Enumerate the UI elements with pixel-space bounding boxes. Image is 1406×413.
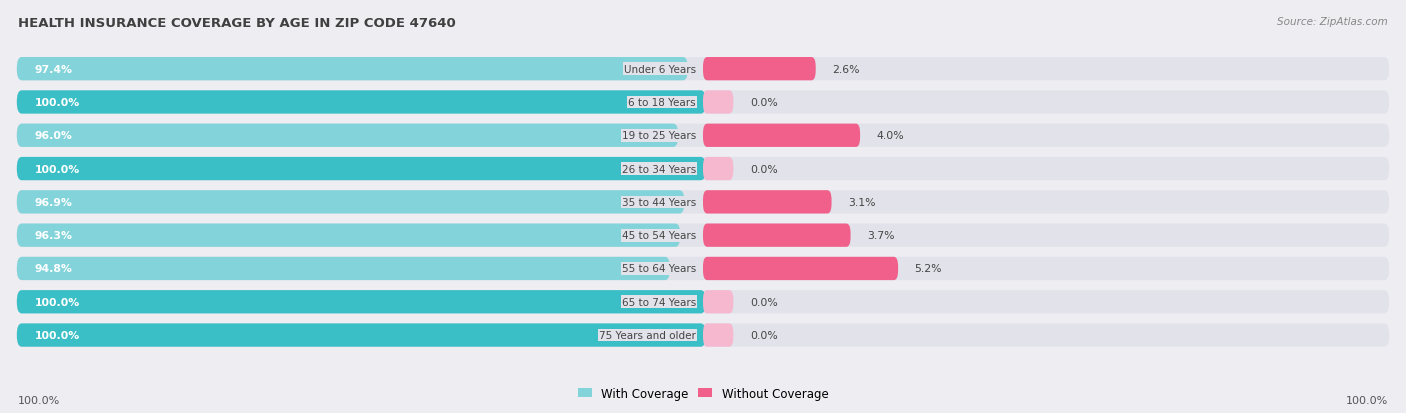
Text: 45 to 54 Years: 45 to 54 Years (621, 230, 696, 241)
FancyBboxPatch shape (17, 324, 1389, 347)
FancyBboxPatch shape (17, 191, 1389, 214)
Text: 75 Years and older: 75 Years and older (599, 330, 696, 340)
Text: 100.0%: 100.0% (1346, 395, 1388, 405)
Text: Source: ZipAtlas.com: Source: ZipAtlas.com (1277, 17, 1388, 26)
Text: 100.0%: 100.0% (18, 395, 60, 405)
FancyBboxPatch shape (17, 124, 1389, 147)
Text: 3.7%: 3.7% (868, 230, 894, 241)
FancyBboxPatch shape (17, 91, 1389, 114)
Text: 96.0%: 96.0% (35, 131, 73, 141)
Text: 100.0%: 100.0% (35, 297, 80, 307)
FancyBboxPatch shape (17, 58, 688, 81)
Legend: With Coverage, Without Coverage: With Coverage, Without Coverage (572, 382, 834, 404)
Text: 96.9%: 96.9% (35, 197, 73, 207)
FancyBboxPatch shape (703, 157, 734, 181)
FancyBboxPatch shape (17, 324, 706, 347)
Text: 3.1%: 3.1% (848, 197, 876, 207)
Text: Under 6 Years: Under 6 Years (624, 64, 696, 74)
FancyBboxPatch shape (17, 224, 681, 247)
Text: 0.0%: 0.0% (749, 330, 778, 340)
Text: 96.3%: 96.3% (35, 230, 73, 241)
FancyBboxPatch shape (703, 58, 815, 81)
Text: 6 to 18 Years: 6 to 18 Years (628, 98, 696, 108)
Text: 26 to 34 Years: 26 to 34 Years (621, 164, 696, 174)
Text: 0.0%: 0.0% (749, 297, 778, 307)
FancyBboxPatch shape (17, 91, 706, 114)
FancyBboxPatch shape (17, 124, 678, 147)
FancyBboxPatch shape (703, 224, 851, 247)
FancyBboxPatch shape (17, 257, 669, 280)
FancyBboxPatch shape (17, 58, 1389, 81)
Text: 0.0%: 0.0% (749, 98, 778, 108)
FancyBboxPatch shape (703, 257, 898, 280)
Text: 100.0%: 100.0% (35, 98, 80, 108)
FancyBboxPatch shape (17, 290, 1389, 313)
Text: 97.4%: 97.4% (35, 64, 73, 74)
FancyBboxPatch shape (17, 224, 1389, 247)
Text: 2.6%: 2.6% (832, 64, 859, 74)
Text: 35 to 44 Years: 35 to 44 Years (621, 197, 696, 207)
FancyBboxPatch shape (17, 191, 685, 214)
FancyBboxPatch shape (703, 91, 734, 114)
Text: 5.2%: 5.2% (915, 264, 942, 274)
FancyBboxPatch shape (703, 290, 734, 313)
FancyBboxPatch shape (17, 257, 1389, 280)
Text: 100.0%: 100.0% (35, 164, 80, 174)
FancyBboxPatch shape (17, 157, 706, 181)
FancyBboxPatch shape (703, 124, 860, 147)
FancyBboxPatch shape (703, 191, 831, 214)
FancyBboxPatch shape (17, 157, 1389, 181)
Text: 55 to 64 Years: 55 to 64 Years (621, 264, 696, 274)
FancyBboxPatch shape (703, 324, 734, 347)
Text: 4.0%: 4.0% (876, 131, 904, 141)
Text: 100.0%: 100.0% (35, 330, 80, 340)
Text: 65 to 74 Years: 65 to 74 Years (621, 297, 696, 307)
Text: 0.0%: 0.0% (749, 164, 778, 174)
Text: HEALTH INSURANCE COVERAGE BY AGE IN ZIP CODE 47640: HEALTH INSURANCE COVERAGE BY AGE IN ZIP … (18, 17, 456, 29)
FancyBboxPatch shape (17, 290, 706, 313)
Text: 94.8%: 94.8% (35, 264, 73, 274)
Text: 19 to 25 Years: 19 to 25 Years (621, 131, 696, 141)
